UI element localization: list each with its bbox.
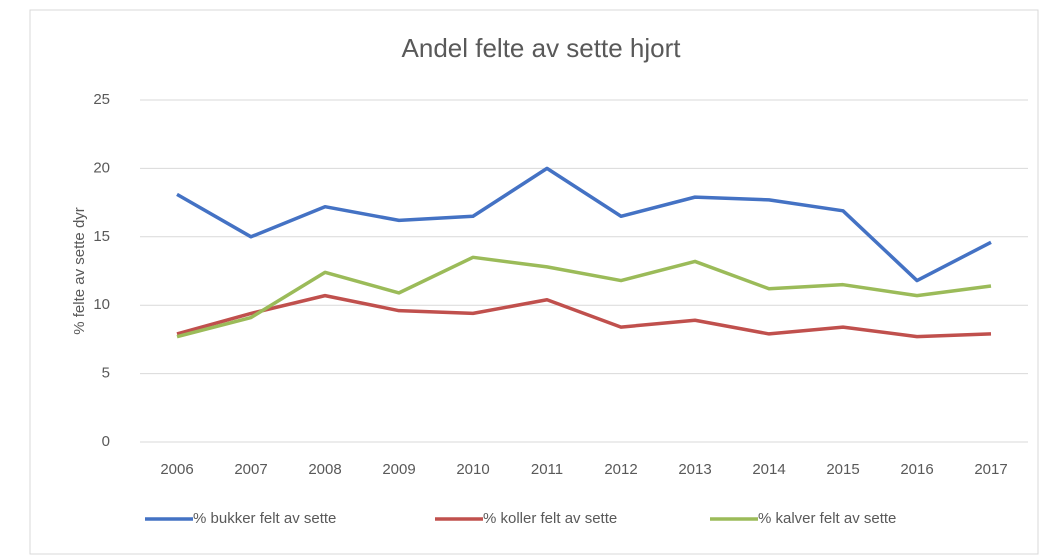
- x-tick-label: 2009: [382, 461, 415, 478]
- chart-title: Andel felte av sette hjort: [402, 33, 682, 63]
- y-tick-label: 15: [93, 228, 110, 245]
- x-tick-label: 2008: [308, 461, 341, 478]
- legend-label: % koller felt av sette: [483, 510, 617, 527]
- series-line: [176, 166, 992, 283]
- x-tick-label: 2011: [531, 461, 563, 478]
- x-tick-label: 2014: [752, 461, 785, 478]
- series-line: [176, 255, 992, 339]
- x-tick-label: 2015: [826, 461, 859, 478]
- x-tick-label: 2007: [234, 461, 267, 478]
- legend-label: % kalver felt av sette: [758, 510, 896, 527]
- series-line: [176, 293, 992, 339]
- x-tick-label: 2017: [974, 461, 1007, 478]
- y-tick-label: 25: [93, 91, 110, 108]
- x-tick-label: 2013: [678, 461, 711, 478]
- x-tick-label: 2006: [160, 461, 193, 478]
- x-tick-label: 2010: [456, 461, 489, 478]
- chart-border: [29, 9, 1039, 555]
- x-tick-label: 2016: [900, 461, 933, 478]
- y-tick-label: 10: [93, 296, 110, 313]
- y-axis-label: % felte av sette dyr: [71, 207, 88, 335]
- y-tick-label: 20: [93, 159, 110, 176]
- legend-label: % bukker felt av sette: [193, 510, 336, 527]
- x-tick-label: 2012: [604, 461, 637, 478]
- y-tick-label: 5: [102, 365, 110, 382]
- y-tick-label: 0: [102, 433, 110, 450]
